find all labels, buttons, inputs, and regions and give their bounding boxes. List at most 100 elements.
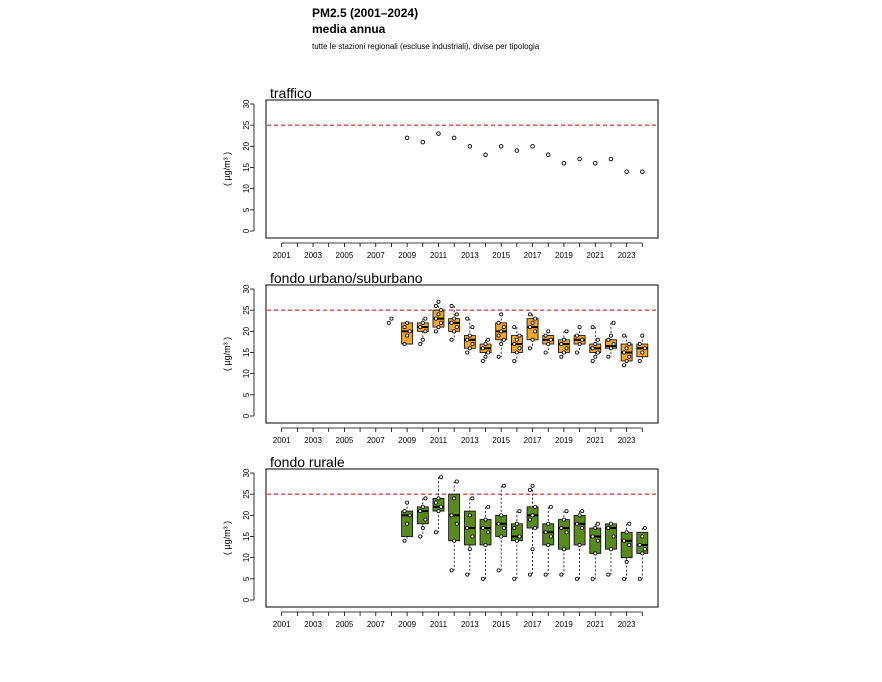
data-point xyxy=(530,320,535,325)
data-point xyxy=(433,316,438,321)
data-point xyxy=(559,572,564,577)
data-point xyxy=(546,329,551,334)
data-point xyxy=(517,346,522,351)
x-tick-label: 2015 xyxy=(492,436,510,445)
data-point xyxy=(533,526,538,531)
data-point xyxy=(564,329,569,334)
data-point xyxy=(595,521,600,526)
data-point xyxy=(501,483,506,488)
data-point xyxy=(496,320,501,325)
data-point xyxy=(622,538,627,543)
data-point xyxy=(405,521,410,526)
data-point xyxy=(517,534,522,539)
data-point xyxy=(470,325,475,330)
x-tick-label: 2023 xyxy=(618,436,636,445)
plot-frame xyxy=(265,468,659,608)
data-point xyxy=(580,509,585,514)
data-point xyxy=(499,312,504,317)
box xyxy=(526,506,539,529)
data-point xyxy=(606,337,611,342)
data-point xyxy=(420,504,425,509)
data-point xyxy=(627,342,632,347)
y-tick-label: 10 xyxy=(242,553,251,562)
data-point xyxy=(389,316,394,321)
data-point xyxy=(418,509,423,514)
data-point xyxy=(637,542,642,547)
data-point xyxy=(637,358,642,363)
y-tick-label: 0 xyxy=(242,228,251,233)
data-point xyxy=(465,526,470,531)
data-point xyxy=(433,329,438,334)
data-point xyxy=(467,513,472,518)
data-point xyxy=(480,526,485,531)
data-point xyxy=(433,530,438,535)
data-point xyxy=(418,342,423,347)
data-point xyxy=(564,346,569,351)
data-point xyxy=(454,325,459,330)
x-tick-label: 2013 xyxy=(461,620,479,629)
box xyxy=(573,514,586,546)
data-point xyxy=(439,475,444,480)
chart-title: PM2.5 (2001–2024) xyxy=(312,6,419,20)
data-point xyxy=(533,504,538,509)
data-point xyxy=(433,500,438,505)
data-point xyxy=(564,530,569,535)
x-tick-label: 2005 xyxy=(336,251,354,260)
data-point xyxy=(642,547,647,552)
box xyxy=(636,343,649,358)
data-point xyxy=(624,169,629,174)
data-point xyxy=(449,337,454,342)
box xyxy=(510,523,523,542)
y-tick-label: 25 xyxy=(242,120,251,129)
data-point xyxy=(418,325,423,330)
data-point xyxy=(637,342,642,347)
data-point xyxy=(405,320,410,325)
x-tick-label: 2007 xyxy=(367,436,385,445)
data-point xyxy=(467,144,473,149)
data-point xyxy=(561,547,566,552)
data-point xyxy=(577,513,582,518)
data-point xyxy=(527,572,532,577)
data-point xyxy=(436,131,441,136)
data-point xyxy=(548,534,553,539)
data-point xyxy=(423,496,428,501)
data-point xyxy=(407,329,412,334)
data-point xyxy=(496,521,501,526)
data-point xyxy=(405,500,410,505)
x-tick-label: 2009 xyxy=(398,436,416,445)
data-point xyxy=(402,325,407,330)
x-tick-label: 2009 xyxy=(398,620,416,629)
y-tick-label: 15 xyxy=(242,532,251,541)
box xyxy=(495,514,508,537)
data-point xyxy=(595,538,600,543)
data-point xyxy=(512,342,517,347)
data-point xyxy=(593,161,598,166)
data-point xyxy=(499,329,504,334)
data-point xyxy=(480,358,485,363)
data-point xyxy=(452,538,457,543)
data-point xyxy=(498,144,504,149)
y-tick-label: 30 xyxy=(242,99,251,108)
data-point xyxy=(480,346,485,351)
y-tick-label: 5 xyxy=(242,576,251,581)
data-point xyxy=(559,354,564,359)
data-point xyxy=(436,299,441,304)
data-point xyxy=(449,303,454,308)
data-point xyxy=(501,337,506,342)
data-point xyxy=(467,547,472,552)
data-point xyxy=(527,487,532,492)
data-point xyxy=(512,325,517,330)
data-point xyxy=(622,576,627,581)
data-point xyxy=(512,526,517,531)
data-point xyxy=(402,509,407,514)
data-point xyxy=(420,526,425,531)
data-point xyxy=(405,333,410,338)
data-point xyxy=(423,329,428,334)
panel-2: fondo urbano/suburbano 0 5 10 15 20 25 30 ( µg/m… xyxy=(222,270,659,445)
x-tick-label: 2001 xyxy=(273,620,291,629)
data-point xyxy=(467,346,472,351)
data-point xyxy=(590,325,595,330)
data-point xyxy=(496,354,501,359)
data-point xyxy=(593,342,598,347)
data-point xyxy=(543,572,548,577)
